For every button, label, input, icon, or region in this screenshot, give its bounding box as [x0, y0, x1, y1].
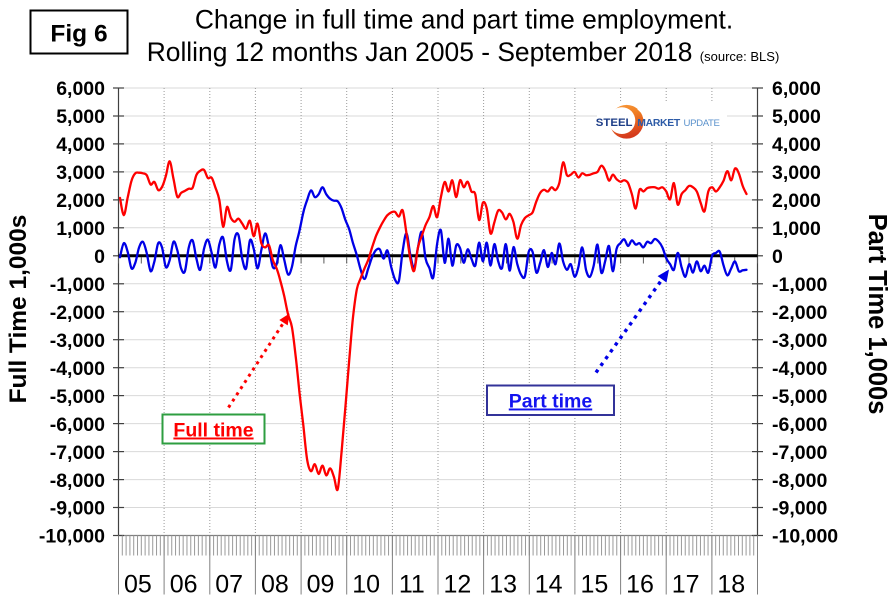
svg-text:Rolling 12 months Jan 2005 - S: Rolling 12 months Jan 2005 - September 2… — [147, 37, 780, 67]
svg-text:07: 07 — [215, 571, 243, 599]
svg-text:-3,000: -3,000 — [50, 330, 105, 352]
svg-text:-10,000: -10,000 — [772, 526, 838, 548]
svg-text:2,000: 2,000 — [56, 190, 105, 212]
svg-text:-2,000: -2,000 — [772, 302, 827, 324]
svg-text:6,000: 6,000 — [56, 78, 105, 100]
svg-text:2,000: 2,000 — [772, 190, 821, 212]
svg-text:Full time: Full time — [173, 420, 253, 442]
svg-text:15: 15 — [580, 571, 608, 599]
svg-text:-1,000: -1,000 — [50, 274, 105, 296]
svg-text:-7,000: -7,000 — [50, 442, 105, 464]
svg-text:-5,000: -5,000 — [50, 386, 105, 408]
svg-text:STEEL: STEEL — [596, 117, 633, 129]
svg-text:10: 10 — [352, 571, 380, 599]
svg-text:-4,000: -4,000 — [50, 358, 105, 380]
svg-text:1,000: 1,000 — [56, 218, 105, 240]
svg-text:-8,000: -8,000 — [50, 470, 105, 492]
svg-text:UPDATE: UPDATE — [684, 118, 720, 129]
svg-text:-4,000: -4,000 — [772, 358, 827, 380]
svg-text:05: 05 — [124, 571, 152, 599]
svg-text:06: 06 — [170, 571, 198, 599]
svg-text:09: 09 — [307, 571, 335, 599]
svg-text:-5,000: -5,000 — [772, 386, 827, 408]
svg-text:6,000: 6,000 — [772, 78, 821, 100]
svg-text:Part time: Part time — [509, 391, 593, 413]
svg-text:0: 0 — [772, 246, 783, 268]
svg-text:MARKET: MARKET — [637, 118, 681, 129]
svg-text:-9,000: -9,000 — [772, 498, 827, 520]
svg-text:18: 18 — [717, 571, 745, 599]
svg-text:-2,000: -2,000 — [50, 302, 105, 324]
svg-text:11: 11 — [399, 571, 425, 599]
svg-text:-6,000: -6,000 — [772, 414, 827, 436]
svg-text:-6,000: -6,000 — [50, 414, 105, 436]
svg-text:1,000: 1,000 — [772, 218, 821, 240]
svg-text:Part Time 1,000s: Part Time 1,000s — [863, 214, 891, 415]
svg-text:08: 08 — [261, 571, 289, 599]
svg-text:-1,000: -1,000 — [772, 274, 827, 296]
svg-text:0: 0 — [94, 246, 105, 268]
svg-text:Fig 6: Fig 6 — [50, 21, 107, 48]
svg-text:14: 14 — [535, 571, 563, 599]
svg-text:-7,000: -7,000 — [772, 442, 827, 464]
svg-text:Change in full time and part t: Change in full time and part time employ… — [195, 5, 733, 35]
svg-text:-9,000: -9,000 — [50, 498, 105, 520]
svg-text:5,000: 5,000 — [772, 106, 821, 128]
svg-text:Full Time 1,000s: Full Time 1,000s — [5, 215, 32, 404]
svg-text:4,000: 4,000 — [56, 134, 105, 156]
svg-text:3,000: 3,000 — [56, 162, 105, 184]
svg-text:4,000: 4,000 — [772, 134, 821, 156]
svg-text:13: 13 — [489, 571, 517, 599]
svg-text:-10,000: -10,000 — [39, 526, 105, 548]
svg-text:16: 16 — [626, 571, 654, 599]
svg-text:17: 17 — [672, 571, 700, 599]
svg-text:3,000: 3,000 — [772, 162, 821, 184]
svg-text:12: 12 — [443, 571, 471, 599]
svg-text:-3,000: -3,000 — [772, 330, 827, 352]
svg-text:-8,000: -8,000 — [772, 470, 827, 492]
svg-text:5,000: 5,000 — [56, 106, 105, 128]
